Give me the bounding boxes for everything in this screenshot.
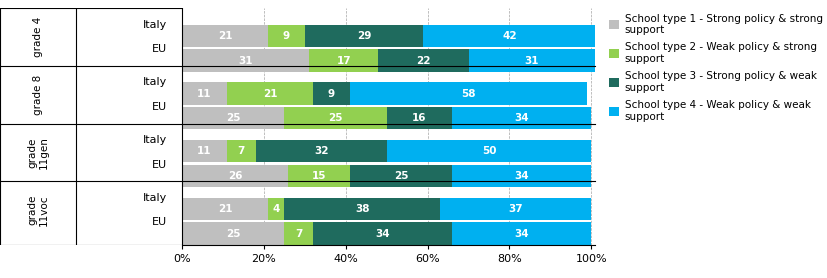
Bar <box>350 165 452 187</box>
Text: grade 8: grade 8 <box>33 75 43 115</box>
Bar <box>182 83 227 105</box>
Text: 22: 22 <box>416 56 431 66</box>
Text: 21: 21 <box>263 89 277 99</box>
Text: 32: 32 <box>314 146 328 156</box>
Text: 34: 34 <box>375 229 390 239</box>
Text: 4: 4 <box>272 204 280 214</box>
Text: 34: 34 <box>514 229 529 239</box>
Bar <box>440 198 591 220</box>
Text: 38: 38 <box>355 204 370 214</box>
Bar <box>313 222 452 245</box>
Bar <box>268 198 284 220</box>
Bar <box>227 140 256 162</box>
Text: 17: 17 <box>337 56 351 66</box>
Text: 15: 15 <box>312 171 327 181</box>
Text: 7: 7 <box>237 146 245 156</box>
Text: 34: 34 <box>514 171 529 181</box>
Bar <box>284 107 387 129</box>
Bar <box>182 140 227 162</box>
Bar <box>469 49 595 72</box>
Text: EU: EU <box>152 160 167 170</box>
Text: 9: 9 <box>327 89 335 99</box>
Text: Italy: Italy <box>143 135 167 145</box>
Bar <box>423 25 595 47</box>
Text: Italy: Italy <box>143 193 167 203</box>
Bar <box>268 25 305 47</box>
Bar <box>387 140 591 162</box>
Text: 16: 16 <box>412 113 427 123</box>
Text: grade
11gen: grade 11gen <box>27 136 49 169</box>
Bar <box>182 165 289 187</box>
Text: grade
11voc: grade 11voc <box>27 194 49 226</box>
Text: 31: 31 <box>525 56 539 66</box>
Text: 11: 11 <box>197 146 212 156</box>
Bar <box>313 83 350 105</box>
Bar <box>256 140 387 162</box>
Text: 31: 31 <box>238 56 252 66</box>
Bar <box>305 25 423 47</box>
Bar <box>350 83 587 105</box>
Bar <box>182 107 284 129</box>
Text: Italy: Italy <box>143 78 167 88</box>
Text: 25: 25 <box>226 229 241 239</box>
Bar <box>308 49 379 72</box>
Bar <box>182 222 284 245</box>
Text: EU: EU <box>152 217 167 227</box>
Bar <box>284 198 440 220</box>
Text: Italy: Italy <box>143 20 167 30</box>
Text: 21: 21 <box>218 204 232 214</box>
Bar <box>452 222 591 245</box>
Legend: School type 1 - Strong policy & strong
support, School type 2 - Weak policy & st: School type 1 - Strong policy & strong s… <box>609 14 823 122</box>
Text: 25: 25 <box>226 113 241 123</box>
Bar <box>284 222 313 245</box>
Text: 7: 7 <box>295 229 303 239</box>
Text: 25: 25 <box>394 171 409 181</box>
Bar <box>387 107 452 129</box>
Text: 21: 21 <box>218 31 232 41</box>
Bar <box>452 107 591 129</box>
Text: 58: 58 <box>461 89 476 99</box>
Text: 26: 26 <box>228 171 242 181</box>
Bar <box>289 165 350 187</box>
Text: 50: 50 <box>482 146 496 156</box>
Text: 9: 9 <box>283 31 290 41</box>
Text: grade 4: grade 4 <box>33 17 43 57</box>
Bar <box>182 25 268 47</box>
Text: 37: 37 <box>509 204 523 214</box>
Text: 42: 42 <box>502 31 517 41</box>
Text: 11: 11 <box>197 89 212 99</box>
Text: 29: 29 <box>357 31 371 41</box>
Text: EU: EU <box>152 102 167 112</box>
Bar <box>379 49 469 72</box>
Bar <box>182 49 308 72</box>
Bar <box>182 198 268 220</box>
Text: 25: 25 <box>328 113 342 123</box>
Text: EU: EU <box>152 44 167 54</box>
Bar <box>227 83 313 105</box>
Text: 34: 34 <box>514 113 529 123</box>
Bar <box>452 165 591 187</box>
